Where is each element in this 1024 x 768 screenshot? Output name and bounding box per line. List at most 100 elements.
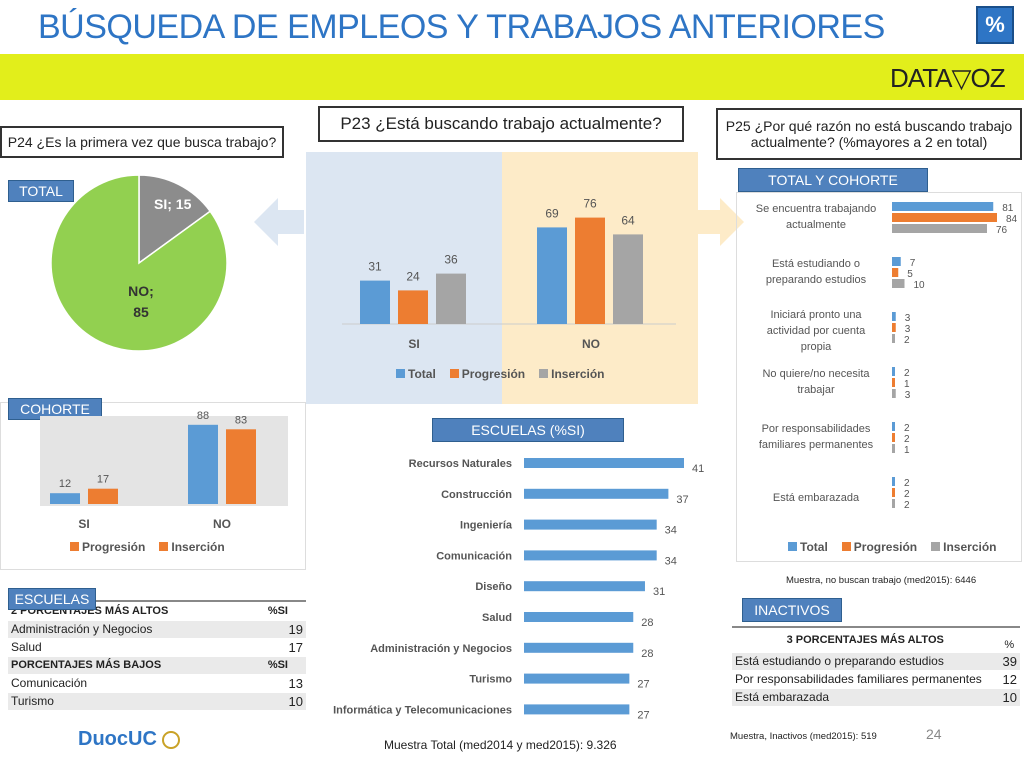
escuelas-category-label: Administración y Negocios xyxy=(370,643,512,655)
escuelas-category-label: Salud xyxy=(482,612,512,624)
escuelas-category-label: Informática y Telecomunicaciones xyxy=(333,704,512,716)
arrow-right-icon xyxy=(698,198,744,246)
p23-category-label: SI xyxy=(408,337,419,351)
escuelas-category-label: Ingeniería xyxy=(460,520,513,532)
p25-value-label: 84 xyxy=(1006,214,1018,225)
p25-category-label: trabajar xyxy=(797,384,835,396)
page-title: BÚSQUEDA DE EMPLEOS Y TRABAJOS ANTERIORE… xyxy=(38,8,885,46)
p25-question: P25 ¿Por qué razón no está buscando trab… xyxy=(716,108,1022,160)
p25-bar xyxy=(892,422,895,431)
p25-bar xyxy=(892,334,895,343)
p25-bar xyxy=(892,499,895,508)
p23-value-label: 36 xyxy=(444,253,458,267)
cohorte-panel xyxy=(0,402,306,570)
escuelas-bar xyxy=(524,704,630,715)
p25-bar xyxy=(892,213,997,222)
escuelas-bar xyxy=(524,488,669,499)
high-row-2-value: 17 xyxy=(264,638,306,657)
p25-value-label: 3 xyxy=(905,313,911,324)
p25-value-label: 2 xyxy=(904,434,910,445)
cohorte-bar-no-1 xyxy=(226,429,256,504)
p25-category-label: Por responsabilidades xyxy=(762,423,871,435)
p25-note: Muestra, no buscan trabajo (med2015): 64… xyxy=(786,575,977,586)
p25-bar xyxy=(892,389,896,398)
escuelas-bar xyxy=(524,550,657,561)
escuelas-bar-chart: Recursos Naturales 41 Construcción 37 Ingeni… xyxy=(333,458,704,721)
p24-question: P24 ¿Es la primera vez que busca trabajo… xyxy=(0,126,284,158)
p25-value-label: 5 xyxy=(907,269,913,280)
p25-bar xyxy=(892,279,905,288)
inactivos-table-panel: 3 PORCENTAJES MÁS ALTOS% Está estudiando… xyxy=(732,626,1020,728)
low-row-2-name: Turismo xyxy=(8,692,265,711)
cohorte-tag: COHORTE xyxy=(8,398,102,420)
p23-value-label: 69 xyxy=(545,206,559,220)
p23-si-panel xyxy=(306,152,502,404)
p25-bar xyxy=(892,378,895,387)
cohorte-category-label: NO xyxy=(213,517,231,531)
p25-category-label: Se encuentra trabajando xyxy=(756,203,876,215)
legend-progresion: Progresión xyxy=(841,540,917,554)
escuelas-table-panel: 2 PORCENTAJES MÁS ALTOS %SI Administració… xyxy=(8,600,306,728)
escuelas-value-label: 31 xyxy=(653,586,665,598)
arrow-left-icon xyxy=(254,198,304,246)
inactivos-tag: INACTIVOS xyxy=(742,598,842,622)
escuelas-value-label: 41 xyxy=(692,463,704,475)
pie-label-no-1: NO; xyxy=(128,283,154,299)
high-row-1-value: 19 xyxy=(264,620,306,639)
p23-bar-si-1 xyxy=(398,290,428,324)
p25-value-label: 81 xyxy=(1002,203,1014,214)
cohorte-bar-no-0 xyxy=(188,424,218,504)
p25-bar xyxy=(892,202,994,211)
p25-panel xyxy=(736,192,1022,562)
high-row-2-name: Salud xyxy=(8,638,265,657)
cohorte-value-label: 88 xyxy=(197,410,209,422)
escuelas-category-label: Turismo xyxy=(469,674,512,686)
inactivos-row-1-value: 39 xyxy=(998,652,1020,671)
legend-insercion: Inserción xyxy=(159,540,225,554)
p23-question: P23 ¿Está buscando trabajo actualmente? xyxy=(318,106,684,142)
inactivos-header: 3 PORCENTAJES MÁS ALTOS xyxy=(732,628,999,653)
p23-bar-no-0 xyxy=(537,227,567,324)
p25-bar xyxy=(892,257,901,266)
p25-category-label: Está estudiando o xyxy=(772,258,860,270)
inactivos-table: 3 PORCENTAJES MÁS ALTOS% Está estudiando… xyxy=(732,628,1020,707)
escuelas-value-label: 27 xyxy=(637,709,649,721)
inactivos-row-2-value: 12 xyxy=(998,670,1020,689)
cohorte-category-label: SI xyxy=(78,517,89,531)
p25-bar xyxy=(892,312,896,321)
p25-bar xyxy=(892,367,895,376)
duocuc-logo: DuocUC xyxy=(78,728,181,751)
p25-category-label: Está embarazada xyxy=(773,492,860,504)
escuelas-category-label: Construcción xyxy=(441,489,512,501)
low-col: %SI xyxy=(264,656,306,675)
p25-value-label: 7 xyxy=(910,258,916,269)
inactivos-col: % xyxy=(998,628,1020,653)
cohorte-value-label: 83 xyxy=(235,414,247,426)
p25-value-label: 1 xyxy=(904,445,910,456)
escuelas-value-label: 27 xyxy=(637,679,649,691)
cohorte-value-label: 17 xyxy=(97,474,109,486)
escuelas-category-label: Recursos Naturales xyxy=(409,458,512,470)
escuelas-value-label: 34 xyxy=(665,555,677,567)
low-row-1-value: 13 xyxy=(264,674,306,693)
p23-value-label: 64 xyxy=(621,213,635,227)
pie-group xyxy=(50,174,228,352)
p23-bar-chart: 31 24 36 SI 69 76 64 NO xyxy=(342,197,676,351)
inactivos-row-3-name: Está embarazada xyxy=(732,688,999,707)
p25-category-label: Iniciará pronto una xyxy=(770,309,862,321)
p25-category-label: actualmente xyxy=(786,219,846,231)
inactivos-row-1-name: Está estudiando o preparando estudios xyxy=(732,652,999,671)
escuelas-bar xyxy=(524,612,634,622)
p25-category-label: propia xyxy=(801,341,832,353)
p25-value-label: 2 xyxy=(904,335,910,346)
escuelas-value-label: 28 xyxy=(641,648,653,660)
cohorte-legend: Progresión Inserción xyxy=(70,540,225,554)
p23-bar-no-1 xyxy=(575,217,605,324)
p25-category-label: familiares permanentes xyxy=(759,439,874,451)
p25-value-label: 2 xyxy=(904,368,910,379)
p25-value-label: 10 xyxy=(914,280,926,291)
p25-value-label: 2 xyxy=(904,423,910,434)
p25-tag: TOTAL Y COHORTE xyxy=(738,168,928,192)
p25-bar xyxy=(892,444,895,453)
